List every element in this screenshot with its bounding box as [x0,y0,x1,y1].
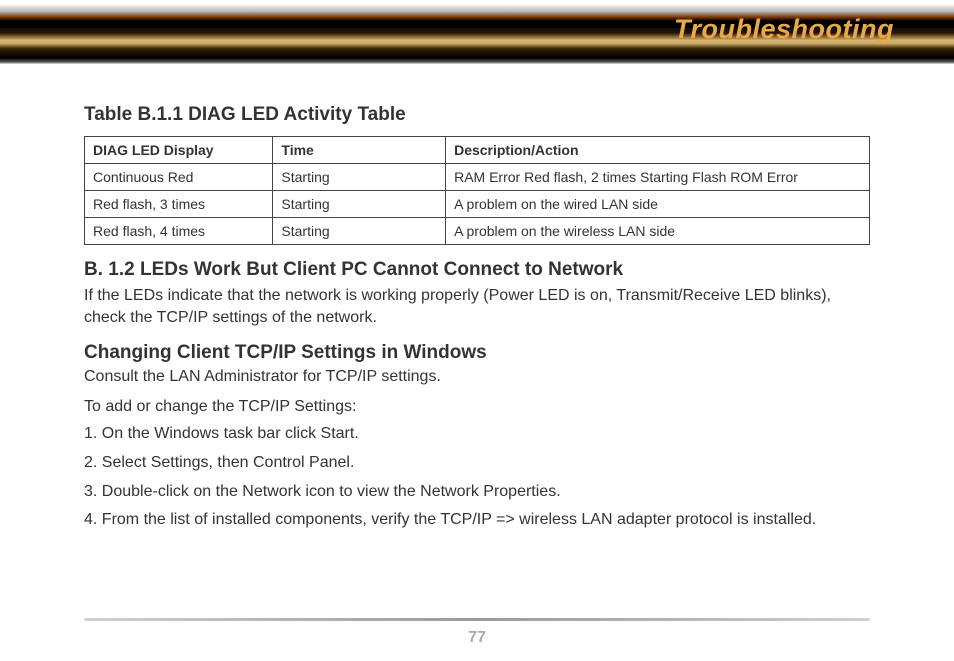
list-item: 3. Double-click on the Network icon to v… [84,479,870,505]
page-header-title: Troubleshooting [674,14,894,45]
footer-rule [84,618,870,621]
table-header-cell: Time [273,137,446,164]
list-item: 2. Select Settings, then Control Panel. [84,450,870,476]
document-page: Troubleshooting Table B.1.1 DIAG LED Act… [0,0,954,661]
table-cell: Starting [273,218,446,245]
table-header-cell: Description/Action [446,137,870,164]
section-b12-title: B. 1.2 LEDs Work But Client PC Cannot Co… [84,259,870,281]
table-header-row: DIAG LED Display Time Description/Action [85,137,870,164]
table-row: Continuous Red Starting RAM Error Red fl… [85,164,870,191]
table-cell: Starting [273,191,446,218]
table-header-cell: DIAG LED Display [85,137,273,164]
table-cell: Red flash, 3 times [85,191,273,218]
table-caption: Table B.1.1 DIAG LED Activity Table [84,104,870,126]
tcpip-section-title: Changing Client TCP/IP Settings in Windo… [84,342,870,364]
page-number: 77 [0,629,954,647]
tcpip-intro-1: Consult the LAN Administrator for TCP/IP… [84,366,870,388]
list-item: 1. On the Windows task bar click Start. [84,421,870,447]
table-cell: RAM Error Red flash, 2 times Starting Fl… [446,164,870,191]
list-item: 4. From the list of installed components… [84,507,870,533]
header-band: Troubleshooting [0,0,954,72]
section-b12-body: If the LEDs indicate that the network is… [84,285,870,328]
table-cell: Red flash, 4 times [85,218,273,245]
table-cell: A problem on the wireless LAN side [446,218,870,245]
content-area: Table B.1.1 DIAG LED Activity Table DIAG… [84,100,870,536]
table-cell: A problem on the wired LAN side [446,191,870,218]
tcpip-steps-list: 1. On the Windows task bar click Start. … [84,421,870,532]
table-cell: Continuous Red [85,164,273,191]
table-cell: Starting [273,164,446,191]
table-row: Red flash, 4 times Starting A problem on… [85,218,870,245]
diag-led-table: DIAG LED Display Time Description/Action… [84,136,870,245]
tcpip-intro-2: To add or change the TCP/IP Settings: [84,396,870,418]
table-row: Red flash, 3 times Starting A problem on… [85,191,870,218]
